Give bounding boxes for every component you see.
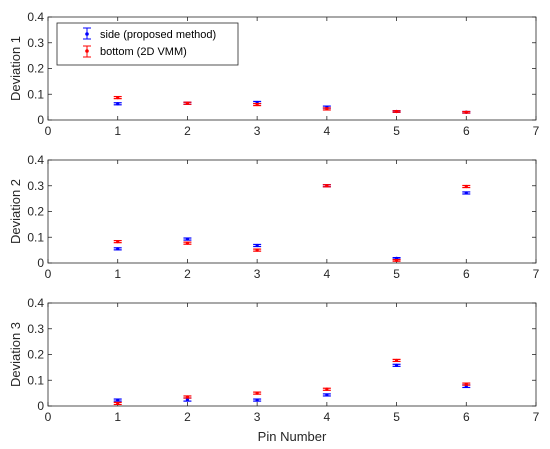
x-tick-label: 1 bbox=[114, 267, 121, 281]
x-tick-label: 7 bbox=[533, 267, 540, 281]
legend-marker-bottom bbox=[83, 45, 91, 58]
y-axis-label: Deviation 1 bbox=[8, 36, 23, 101]
legend-label-side: side (proposed method) bbox=[100, 29, 216, 41]
data-point bbox=[325, 393, 329, 397]
y-tick-label: 0 bbox=[37, 113, 44, 127]
plot-area bbox=[47, 302, 537, 407]
y-axis-label: Deviation 2 bbox=[8, 179, 23, 244]
data-point bbox=[185, 241, 190, 245]
data-point bbox=[116, 102, 120, 106]
data-point bbox=[325, 107, 329, 111]
data-point bbox=[116, 247, 120, 251]
y-tick-label: 0.3 bbox=[27, 179, 44, 193]
data-point bbox=[325, 387, 329, 391]
data-point bbox=[255, 102, 259, 107]
data-point bbox=[394, 363, 399, 367]
series-bottom bbox=[113, 358, 471, 406]
y-tick-label: 0.4 bbox=[27, 296, 44, 310]
panel-3: 0 1 2 3 4 5 6 7 0 0.1 0.2 0.3 0.4 Deviation 3 bbox=[8, 296, 540, 424]
data-point bbox=[255, 248, 259, 252]
y-tick-label: 0.1 bbox=[27, 230, 44, 244]
data-point bbox=[464, 191, 468, 195]
series-bottom bbox=[113, 184, 471, 263]
x-tick-label: 4 bbox=[324, 124, 331, 138]
x-tick-label: 2 bbox=[184, 410, 191, 424]
data-point bbox=[185, 395, 190, 399]
x-tick-label: 4 bbox=[324, 267, 331, 281]
legend: side (proposed method) bottom (2D VMM) bbox=[56, 22, 239, 66]
y-tick-label: 0.2 bbox=[27, 348, 44, 362]
x-tick-label: 3 bbox=[254, 267, 261, 281]
x-tick-label: 6 bbox=[463, 410, 470, 424]
data-point bbox=[464, 184, 468, 189]
data-point bbox=[464, 382, 468, 386]
legend-label-bottom: bottom (2D VMM) bbox=[100, 46, 187, 58]
y-tick-label: 0.3 bbox=[27, 322, 44, 336]
x-tick-label: 6 bbox=[463, 124, 470, 138]
x-tick-label: 5 bbox=[393, 267, 400, 281]
x-tick-label: 0 bbox=[45, 410, 52, 424]
data-point bbox=[116, 398, 120, 402]
data-point bbox=[116, 95, 120, 100]
y-tick-label: 0.2 bbox=[27, 205, 44, 219]
x-axis-label: Pin Number bbox=[258, 429, 327, 444]
data-point bbox=[185, 101, 190, 105]
y-tick-label: 0.3 bbox=[27, 36, 44, 50]
y-tick-label: 0.1 bbox=[27, 373, 44, 387]
x-tick-label: 2 bbox=[184, 267, 191, 281]
x-tick-label: 1 bbox=[114, 124, 121, 138]
data-point bbox=[255, 398, 259, 402]
x-tick-label: 1 bbox=[114, 410, 121, 424]
y-tick-label: 0.2 bbox=[27, 62, 44, 76]
data-point bbox=[394, 258, 399, 263]
x-tick-label: 4 bbox=[324, 410, 331, 424]
x-tick-label: 5 bbox=[393, 410, 400, 424]
series-bottom bbox=[113, 95, 471, 114]
data-point bbox=[255, 391, 259, 395]
x-tick-label: 0 bbox=[45, 124, 52, 138]
x-tick-label: 5 bbox=[393, 124, 400, 138]
x-tick-label: 7 bbox=[533, 124, 540, 138]
plot-area bbox=[47, 159, 537, 264]
x-tick-label: 7 bbox=[533, 410, 540, 424]
data-point bbox=[394, 358, 399, 363]
data-point bbox=[325, 184, 329, 188]
data-point bbox=[255, 243, 259, 248]
data-point bbox=[394, 109, 399, 114]
data-point bbox=[185, 397, 190, 402]
y-tick-label: 0 bbox=[37, 399, 44, 413]
x-tick-label: 2 bbox=[184, 124, 191, 138]
panel-2: 0 1 2 3 4 5 6 7 0 0.1 0.2 0.3 0.4 Deviation 2 bbox=[8, 153, 540, 281]
x-tick-label: 3 bbox=[254, 410, 261, 424]
y-axis-label: Deviation 3 bbox=[8, 322, 23, 387]
y-tick-label: 0 bbox=[37, 256, 44, 270]
y-tick-label: 0.4 bbox=[27, 153, 44, 167]
data-point bbox=[116, 240, 120, 244]
x-tick-label: 3 bbox=[254, 124, 261, 138]
x-tick-label: 6 bbox=[463, 267, 470, 281]
data-point bbox=[116, 401, 120, 406]
y-tick-label: 0.4 bbox=[27, 10, 44, 24]
y-tick-label: 0.1 bbox=[27, 87, 44, 101]
data-point bbox=[185, 237, 190, 241]
data-point bbox=[464, 110, 468, 114]
legend-marker-side bbox=[83, 27, 91, 40]
x-tick-label: 0 bbox=[45, 267, 52, 281]
